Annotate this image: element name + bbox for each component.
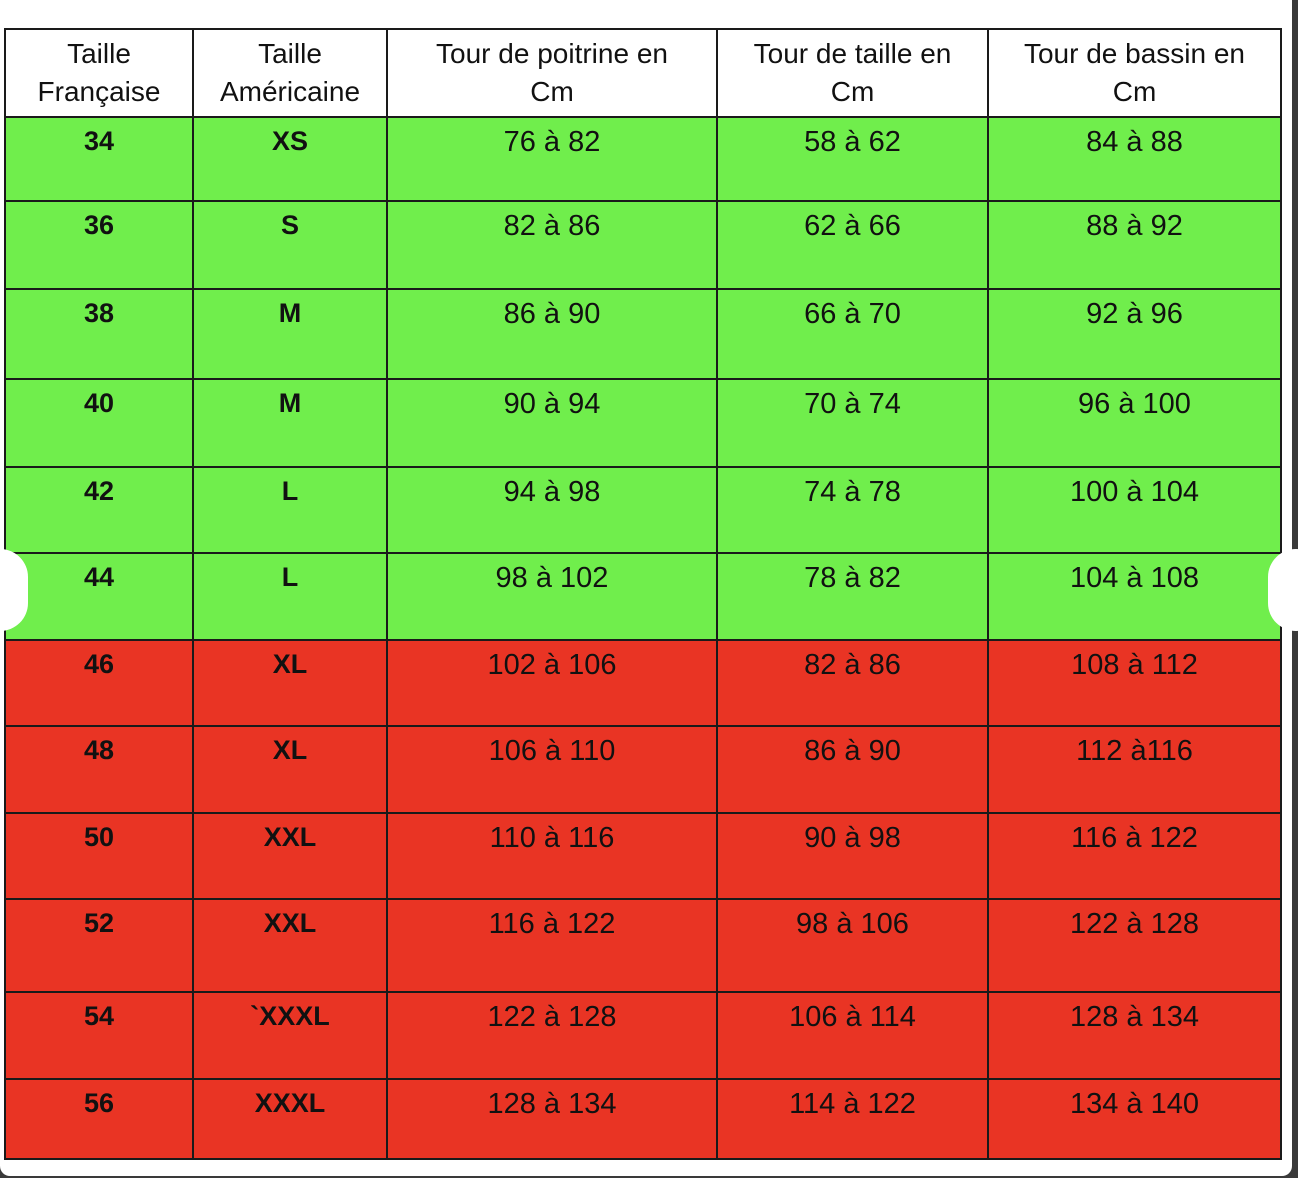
header-tour-de-poitrine: Tour de poitrine en Cm bbox=[386, 28, 718, 118]
cell-tour-de-taille: 74 à 78 bbox=[716, 466, 989, 554]
cell-taille-francaise: 52 bbox=[4, 898, 194, 993]
cell-taille-americaine: `XXXL bbox=[192, 991, 388, 1080]
header-taille-americaine: Taille Américaine bbox=[192, 28, 388, 118]
cell-taille-francaise: 46 bbox=[4, 639, 194, 727]
cell-tour-de-bassin: 100 à 104 bbox=[987, 466, 1282, 554]
cell-tour-de-poitrine: 116 à 122 bbox=[386, 898, 718, 993]
header-line: Taille bbox=[67, 38, 131, 69]
cell-tour-de-poitrine: 90 à 94 bbox=[386, 378, 718, 468]
header-line: Tour de poitrine en bbox=[436, 38, 668, 69]
cell-taille-francaise: 42 bbox=[4, 466, 194, 554]
cell-tour-de-poitrine: 98 à 102 bbox=[386, 552, 718, 641]
cell-taille-americaine: XL bbox=[192, 639, 388, 727]
table-row: 38 M 86 à 90 66 à 70 92 à 96 bbox=[4, 288, 1282, 380]
table-row: 34 XS 76 à 82 58 à 62 84 à 88 bbox=[4, 116, 1282, 202]
table-row: 48 XL 106 à 110 86 à 90 112 à116 bbox=[4, 725, 1282, 814]
cell-taille-francaise: 56 bbox=[4, 1078, 194, 1160]
cell-taille-francaise: 50 bbox=[4, 812, 194, 900]
next-arrow-button[interactable] bbox=[1268, 549, 1298, 631]
cell-tour-de-bassin: 134 à 140 bbox=[987, 1078, 1282, 1160]
cell-tour-de-poitrine: 86 à 90 bbox=[386, 288, 718, 380]
header-line: Cm bbox=[1112, 76, 1157, 107]
cell-taille-americaine: M bbox=[192, 378, 388, 468]
cell-taille-americaine: XL bbox=[192, 725, 388, 814]
header-line: Cm bbox=[530, 76, 574, 107]
header-tour-de-taille: Tour de taille en Cm bbox=[716, 28, 989, 118]
cell-tour-de-taille: 86 à 90 bbox=[716, 725, 989, 814]
cell-taille-francaise: 48 bbox=[4, 725, 194, 814]
cell-taille-americaine: M bbox=[192, 288, 388, 380]
header-line: Tour de taille en bbox=[753, 38, 952, 69]
cell-tour-de-poitrine: 110 à 116 bbox=[386, 812, 718, 900]
cell-tour-de-poitrine: 102 à 106 bbox=[386, 639, 718, 727]
cell-tour-de-taille: 90 à 98 bbox=[716, 812, 989, 900]
header-line: Tour de bassin en bbox=[1023, 38, 1246, 69]
table-row: 42 L 94 à 98 74 à 78 100 à 104 bbox=[4, 466, 1282, 554]
cell-tour-de-bassin: 128 à 134 bbox=[987, 991, 1282, 1080]
cell-tour-de-bassin: 108 à 112 bbox=[987, 639, 1282, 727]
cell-taille-francaise: 38 bbox=[4, 288, 194, 380]
cell-tour-de-taille: 66 à 70 bbox=[716, 288, 989, 380]
table-row: 50 XXL 110 à 116 90 à 98 116 à 122 bbox=[4, 812, 1282, 900]
header-line: Cm bbox=[830, 76, 875, 107]
table-row: 52 XXL 116 à 122 98 à 106 122 à 128 bbox=[4, 898, 1282, 993]
header-line: Américaine bbox=[219, 76, 361, 107]
cell-taille-americaine: XS bbox=[192, 116, 388, 202]
table-header: Taille Française Taille Américaine Tour de… bbox=[4, 28, 1282, 118]
table-row: 56 XXXL 128 à 134 114 à 122 134 à 140 bbox=[4, 1078, 1282, 1160]
cell-tour-de-bassin: 84 à 88 bbox=[987, 116, 1282, 202]
cell-tour-de-bassin: 122 à 128 bbox=[987, 898, 1282, 993]
cell-taille-americaine: XXL bbox=[192, 898, 388, 993]
table-row: 36 S 82 à 86 62 à 66 88 à 92 bbox=[4, 200, 1282, 290]
header-line: Taille bbox=[258, 38, 322, 69]
header-tour-de-bassin: Tour de bassin en Cm bbox=[987, 28, 1282, 118]
cell-taille-americaine: XXL bbox=[192, 812, 388, 900]
table-row: 54 `XXXL 122 à 128 106 à 114 128 à 134 bbox=[4, 991, 1282, 1080]
cell-taille-francaise: 34 bbox=[4, 116, 194, 202]
cell-taille-francaise: 40 bbox=[4, 378, 194, 468]
cell-taille-americaine: L bbox=[192, 552, 388, 641]
cell-tour-de-poitrine: 94 à 98 bbox=[386, 466, 718, 554]
table-body: 34 XS 76 à 82 58 à 62 84 à 88 36 S 82 à … bbox=[4, 116, 1282, 1160]
cell-tour-de-poitrine: 76 à 82 bbox=[386, 116, 718, 202]
cell-taille-americaine: S bbox=[192, 200, 388, 290]
cell-tour-de-bassin: 88 à 92 bbox=[987, 200, 1282, 290]
cell-tour-de-taille: 98 à 106 bbox=[716, 898, 989, 993]
cell-tour-de-taille: 114 à 122 bbox=[716, 1078, 989, 1160]
cell-taille-francaise: 36 bbox=[4, 200, 194, 290]
cell-tour-de-taille: 70 à 74 bbox=[716, 378, 989, 468]
cell-tour-de-taille: 58 à 62 bbox=[716, 116, 989, 202]
cell-taille-francaise: 54 bbox=[4, 991, 194, 1080]
cell-tour-de-bassin: 112 à116 bbox=[987, 725, 1282, 814]
header-line: Française bbox=[37, 76, 161, 107]
cell-tour-de-poitrine: 128 à 134 bbox=[386, 1078, 718, 1160]
cell-taille-americaine: L bbox=[192, 466, 388, 554]
cell-tour-de-bassin: 96 à 100 bbox=[987, 378, 1282, 468]
cell-tour-de-taille: 78 à 82 bbox=[716, 552, 989, 641]
cell-taille-francaise: 44 bbox=[4, 552, 194, 641]
cell-tour-de-poitrine: 122 à 128 bbox=[386, 991, 718, 1080]
header-row: Taille Française Taille Américaine Tour de… bbox=[4, 28, 1282, 118]
cell-tour-de-bassin: 116 à 122 bbox=[987, 812, 1282, 900]
previous-arrow-button[interactable] bbox=[0, 549, 28, 631]
cell-tour-de-poitrine: 106 à 110 bbox=[386, 725, 718, 814]
table-row: 44 L 98 à 102 78 à 82 104 à 108 bbox=[4, 552, 1282, 641]
cell-tour-de-poitrine: 82 à 86 bbox=[386, 200, 718, 290]
cell-tour-de-taille: 62 à 66 bbox=[716, 200, 989, 290]
cell-tour-de-taille: 106 à 114 bbox=[716, 991, 989, 1080]
table-row: 40 M 90 à 94 70 à 74 96 à 100 bbox=[4, 378, 1282, 468]
header-taille-francaise: Taille Française bbox=[4, 28, 194, 118]
cell-tour-de-taille: 82 à 86 bbox=[716, 639, 989, 727]
size-chart-table: Taille Française Taille Américaine Tour de… bbox=[4, 28, 1282, 1160]
cell-tour-de-bassin: 92 à 96 bbox=[987, 288, 1282, 380]
cell-tour-de-bassin: 104 à 108 bbox=[987, 552, 1282, 641]
table-row: 46 XL 102 à 106 82 à 86 108 à 112 bbox=[4, 639, 1282, 727]
cell-taille-americaine: XXXL bbox=[192, 1078, 388, 1160]
